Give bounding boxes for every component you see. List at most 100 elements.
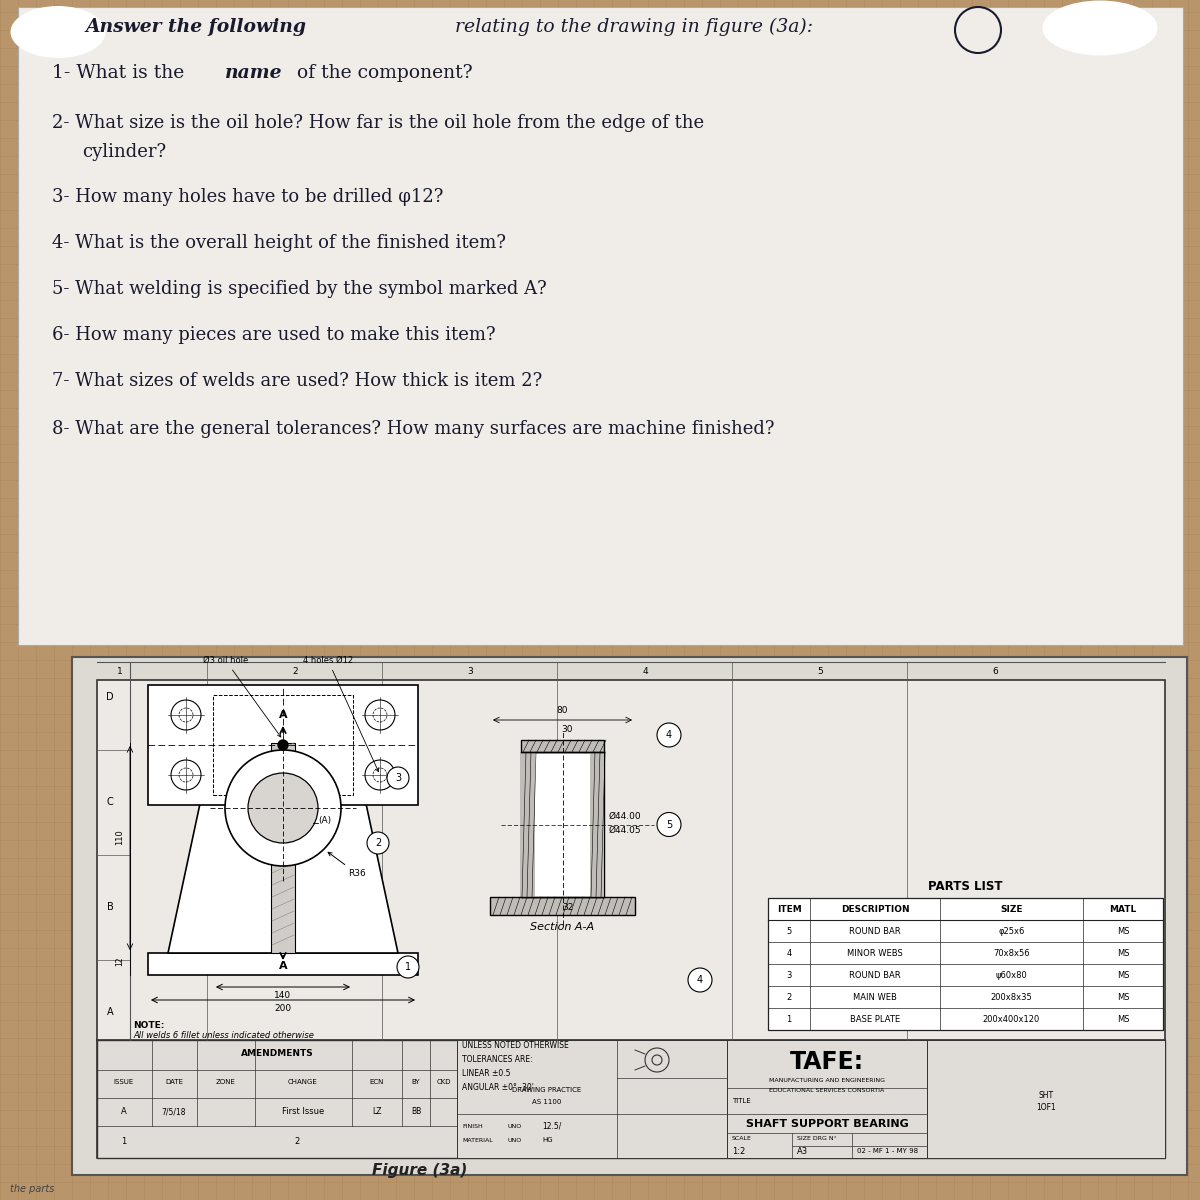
Text: Figure (3a): Figure (3a) bbox=[372, 1163, 468, 1177]
Text: ROUND BAR: ROUND BAR bbox=[850, 971, 901, 979]
Text: 3: 3 bbox=[467, 667, 473, 677]
Text: 5: 5 bbox=[786, 926, 792, 936]
Text: UNO: UNO bbox=[508, 1123, 521, 1128]
Text: 200x400x120: 200x400x120 bbox=[983, 1014, 1040, 1024]
Text: name: name bbox=[226, 64, 282, 82]
Bar bbox=[148, 953, 418, 974]
Text: AS 1100: AS 1100 bbox=[533, 1099, 562, 1105]
Text: CHANGE: CHANGE bbox=[288, 1079, 318, 1085]
Text: relating to the drawing in figure (3a):: relating to the drawing in figure (3a): bbox=[455, 18, 814, 36]
Circle shape bbox=[658, 722, 682, 746]
Circle shape bbox=[367, 832, 389, 854]
Circle shape bbox=[658, 812, 682, 836]
Circle shape bbox=[365, 700, 395, 730]
Bar bbox=[271, 743, 295, 953]
Text: UNLESS NOTED OTHERWISE: UNLESS NOTED OTHERWISE bbox=[462, 1042, 569, 1050]
Circle shape bbox=[365, 760, 395, 790]
Text: R36: R36 bbox=[328, 852, 366, 878]
Text: SHAFT SUPPORT BEARING: SHAFT SUPPORT BEARING bbox=[745, 1118, 908, 1129]
Text: SIZE: SIZE bbox=[1001, 905, 1022, 913]
Text: TITLE: TITLE bbox=[732, 1098, 751, 1104]
Text: 6: 6 bbox=[992, 667, 998, 677]
Text: 1:2: 1:2 bbox=[732, 1146, 745, 1156]
Text: 12.5/: 12.5/ bbox=[542, 1122, 562, 1130]
Bar bbox=[768, 898, 1163, 1030]
Text: φ25x6: φ25x6 bbox=[998, 926, 1025, 936]
Text: 3- How many holes have to be drilled φ12?: 3- How many holes have to be drilled φ12… bbox=[52, 188, 443, 206]
Text: 200: 200 bbox=[275, 1004, 292, 1013]
Text: 2- What size is the oil hole? How far is the oil hole from the edge of the: 2- What size is the oil hole? How far is… bbox=[52, 114, 704, 132]
Text: C: C bbox=[107, 797, 113, 806]
Ellipse shape bbox=[11, 6, 106, 58]
Text: DRAWING PRACTICE: DRAWING PRACTICE bbox=[512, 1087, 582, 1093]
Text: ITEM: ITEM bbox=[776, 905, 802, 913]
Bar bbox=[457, 1040, 727, 1158]
Circle shape bbox=[172, 760, 202, 790]
Text: 2: 2 bbox=[374, 838, 382, 848]
Text: EDUCATIONAL SERVICES CONSORTIA: EDUCATIONAL SERVICES CONSORTIA bbox=[769, 1088, 884, 1093]
Text: of the component?: of the component? bbox=[292, 64, 473, 82]
Circle shape bbox=[386, 767, 409, 790]
Text: 1OF1: 1OF1 bbox=[1036, 1103, 1056, 1112]
Text: 1: 1 bbox=[786, 1014, 792, 1024]
Text: MATL: MATL bbox=[1109, 905, 1136, 913]
Text: 3: 3 bbox=[786, 971, 792, 979]
Text: MS: MS bbox=[1117, 992, 1129, 1002]
Text: ANGULAR ±0° -30': ANGULAR ±0° -30' bbox=[462, 1084, 534, 1092]
Text: TOLERANCES ARE:: TOLERANCES ARE: bbox=[462, 1056, 533, 1064]
Text: 5: 5 bbox=[666, 820, 672, 829]
Text: MANUFACTURING AND ENGINEERING: MANUFACTURING AND ENGINEERING bbox=[769, 1078, 886, 1082]
Text: 7/5/18: 7/5/18 bbox=[162, 1108, 186, 1116]
Text: 7- What sizes of welds are used? How thick is item 2?: 7- What sizes of welds are used? How thi… bbox=[52, 372, 542, 390]
Circle shape bbox=[397, 956, 419, 978]
Text: D: D bbox=[106, 692, 114, 702]
Text: ECN: ECN bbox=[370, 1079, 384, 1085]
Text: 1: 1 bbox=[118, 667, 122, 677]
Text: 2: 2 bbox=[292, 667, 298, 677]
Text: 5- What welding is specified by the symbol marked A?: 5- What welding is specified by the symb… bbox=[52, 280, 547, 298]
Bar bbox=[521, 740, 604, 752]
Text: 1: 1 bbox=[404, 962, 412, 972]
Text: A: A bbox=[278, 961, 287, 971]
Text: the parts: the parts bbox=[10, 1184, 54, 1194]
Text: 2: 2 bbox=[294, 1138, 300, 1146]
Text: SIZE DRG N°: SIZE DRG N° bbox=[797, 1136, 836, 1141]
Bar bbox=[148, 685, 418, 805]
Bar bbox=[72, 658, 1187, 1175]
Bar bbox=[521, 752, 535, 898]
Text: FINISH: FINISH bbox=[462, 1123, 482, 1128]
Text: 32: 32 bbox=[562, 902, 574, 912]
Text: 80: 80 bbox=[557, 706, 569, 715]
Text: 70x8x56: 70x8x56 bbox=[994, 948, 1030, 958]
Bar bbox=[490, 898, 635, 914]
Text: UNO: UNO bbox=[508, 1138, 521, 1142]
Text: 1- What is the: 1- What is the bbox=[52, 64, 191, 82]
Text: 5: 5 bbox=[817, 667, 823, 677]
Text: MINOR WEBS: MINOR WEBS bbox=[847, 948, 902, 958]
Text: (A): (A) bbox=[318, 816, 331, 826]
Text: 3: 3 bbox=[395, 773, 401, 782]
Text: ISSUE: ISSUE bbox=[114, 1079, 134, 1085]
Text: MATERIAL: MATERIAL bbox=[462, 1138, 493, 1142]
Text: TAFE:: TAFE: bbox=[790, 1050, 864, 1074]
Text: 4 holes Ø12: 4 holes Ø12 bbox=[302, 656, 379, 772]
Text: BB: BB bbox=[410, 1108, 421, 1116]
Text: 1: 1 bbox=[121, 1138, 127, 1146]
Bar bbox=[97, 680, 1165, 1158]
Text: 12: 12 bbox=[115, 956, 125, 966]
Text: 4: 4 bbox=[697, 974, 703, 985]
Text: 4: 4 bbox=[642, 667, 648, 677]
Text: MS: MS bbox=[1117, 926, 1129, 936]
Text: NOTE:: NOTE: bbox=[133, 1021, 164, 1030]
Text: 8- What are the general tolerances? How many surfaces are machine finished?: 8- What are the general tolerances? How … bbox=[52, 420, 774, 438]
Bar bbox=[521, 752, 604, 898]
Text: 110: 110 bbox=[115, 829, 125, 845]
Text: DESCRIPTION: DESCRIPTION bbox=[841, 905, 910, 913]
Text: 4- What is the overall height of the finished item?: 4- What is the overall height of the fin… bbox=[52, 234, 506, 252]
Text: DATE: DATE bbox=[166, 1079, 182, 1085]
Text: Ø44.00: Ø44.00 bbox=[610, 811, 642, 821]
Text: Ø44.05: Ø44.05 bbox=[610, 826, 642, 834]
Text: 02 - MF 1 - MY 98: 02 - MF 1 - MY 98 bbox=[857, 1148, 918, 1154]
Circle shape bbox=[172, 700, 202, 730]
Bar bbox=[214, 695, 353, 794]
